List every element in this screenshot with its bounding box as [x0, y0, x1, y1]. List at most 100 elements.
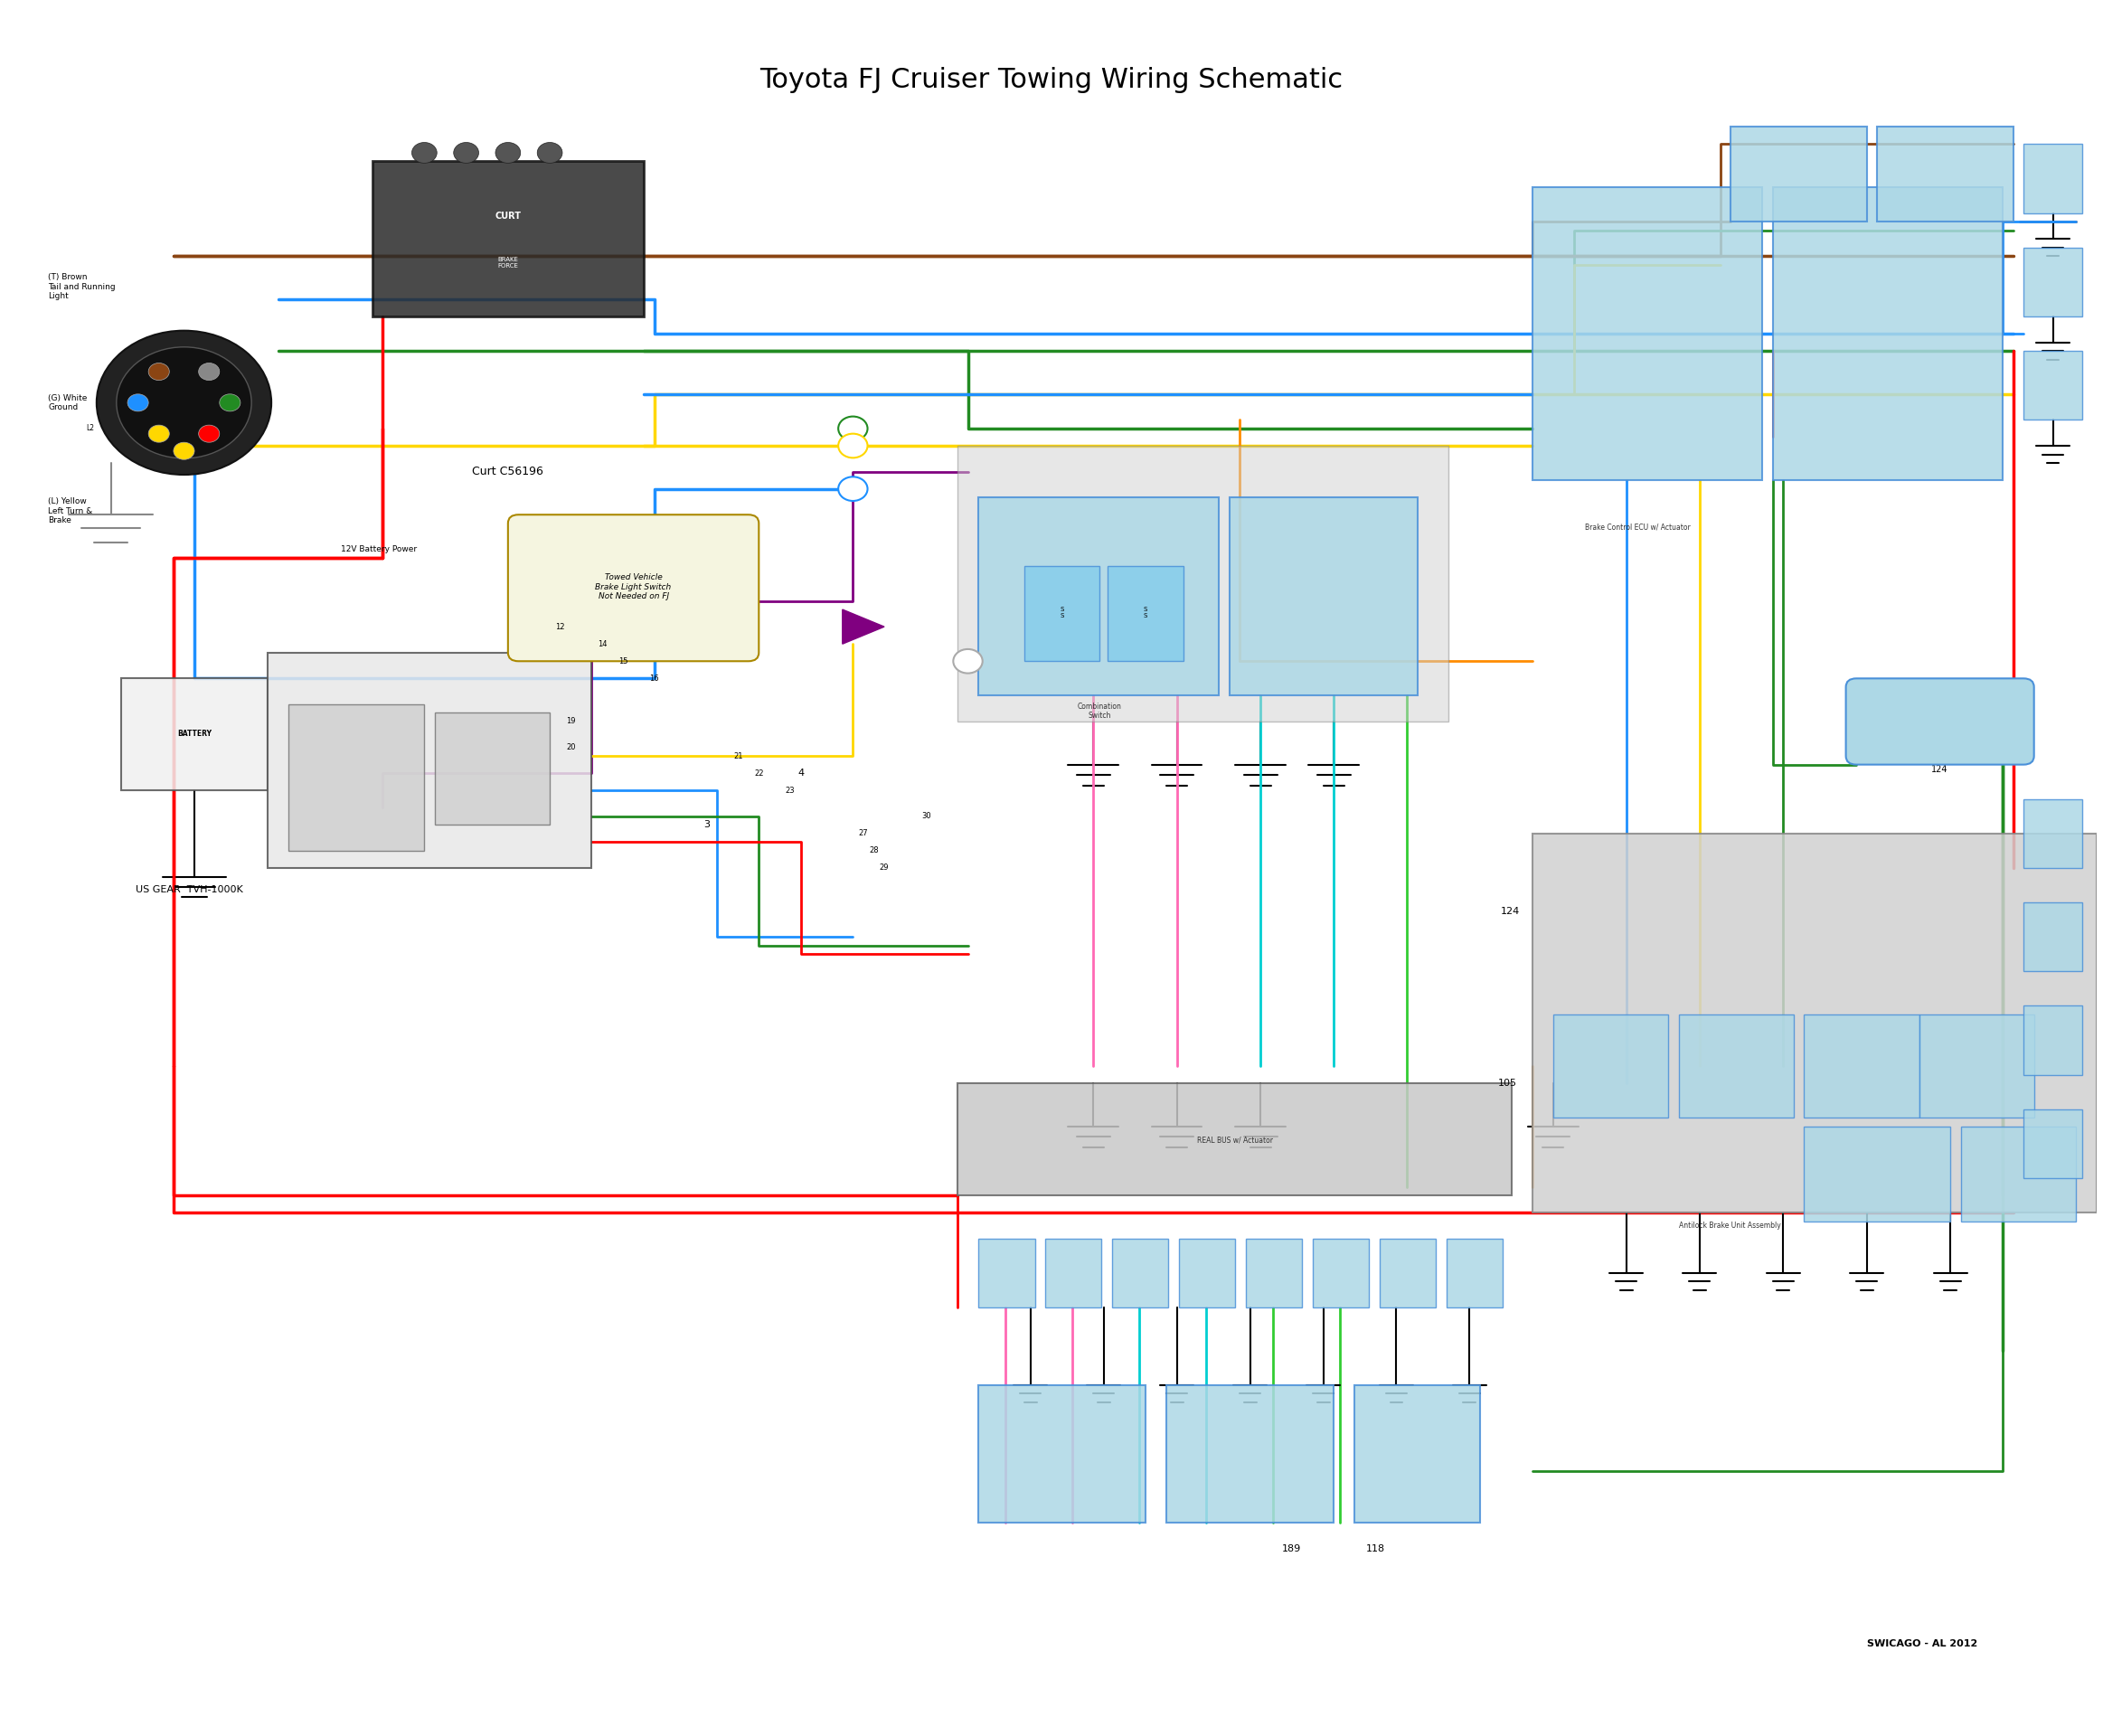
Text: 14: 14 — [597, 641, 608, 648]
Text: (L) Yellow
Left Turn &
Brake: (L) Yellow Left Turn & Brake — [48, 498, 93, 524]
Text: S
S: S S — [1060, 608, 1064, 618]
Circle shape — [149, 363, 170, 380]
Text: 12V Battery Power: 12V Battery Power — [341, 545, 416, 554]
FancyBboxPatch shape — [2023, 1109, 2082, 1179]
FancyBboxPatch shape — [2023, 351, 2082, 420]
Text: 23: 23 — [784, 786, 795, 795]
FancyBboxPatch shape — [1920, 1014, 2034, 1118]
Text: 3: 3 — [702, 821, 709, 830]
FancyBboxPatch shape — [1678, 1014, 1794, 1118]
FancyBboxPatch shape — [509, 514, 759, 661]
Text: 29: 29 — [879, 865, 890, 871]
FancyBboxPatch shape — [435, 713, 549, 825]
FancyBboxPatch shape — [1167, 1385, 1333, 1522]
Text: 189: 189 — [1283, 1545, 1302, 1554]
Text: Curt C56196: Curt C56196 — [473, 465, 545, 477]
Circle shape — [198, 363, 219, 380]
Circle shape — [496, 142, 522, 163]
Text: 16: 16 — [650, 674, 658, 682]
Text: 4: 4 — [797, 769, 803, 778]
Circle shape — [454, 142, 479, 163]
FancyBboxPatch shape — [1554, 1014, 1668, 1118]
Text: US GEAR  TVH-1000K: US GEAR TVH-1000K — [137, 885, 244, 894]
Circle shape — [839, 477, 869, 502]
FancyBboxPatch shape — [1533, 187, 1762, 481]
Text: SWICAGO - AL 2012: SWICAGO - AL 2012 — [1867, 1639, 1977, 1647]
FancyBboxPatch shape — [1108, 566, 1184, 661]
Text: 105: 105 — [1497, 1078, 1516, 1088]
FancyBboxPatch shape — [2023, 903, 2082, 972]
FancyBboxPatch shape — [288, 705, 425, 851]
Text: BRAKE
FORCE: BRAKE FORCE — [498, 257, 517, 267]
Text: Towed Vehicle
Brake Light Switch
Not Needed on FJ: Towed Vehicle Brake Light Switch Not Nee… — [595, 573, 671, 601]
FancyBboxPatch shape — [1773, 187, 2002, 481]
Text: 12: 12 — [555, 623, 566, 630]
Text: 20: 20 — [566, 743, 576, 752]
Text: REAL BUS w/ Actuator: REAL BUS w/ Actuator — [1197, 1137, 1274, 1144]
FancyBboxPatch shape — [1312, 1238, 1369, 1307]
FancyBboxPatch shape — [2023, 799, 2082, 868]
Circle shape — [839, 417, 869, 441]
FancyBboxPatch shape — [1112, 1238, 1169, 1307]
Text: Antilock Brake Unit Assembly: Antilock Brake Unit Assembly — [1678, 1222, 1781, 1229]
FancyBboxPatch shape — [957, 446, 1449, 722]
Text: (R) Green
Right Turn
& Brake: (R) Green Right Turn & Brake — [164, 429, 204, 455]
Text: 27: 27 — [858, 830, 869, 837]
Circle shape — [953, 649, 982, 674]
FancyBboxPatch shape — [372, 161, 644, 316]
Circle shape — [175, 443, 193, 460]
Text: Add A Fuse: Add A Fuse — [1916, 712, 1964, 720]
Text: 15: 15 — [618, 658, 627, 665]
Text: 19: 19 — [566, 717, 576, 726]
FancyBboxPatch shape — [1380, 1238, 1436, 1307]
Text: 22: 22 — [755, 769, 763, 778]
Circle shape — [412, 142, 437, 163]
Text: 30: 30 — [921, 812, 932, 821]
FancyBboxPatch shape — [978, 1385, 1146, 1522]
FancyBboxPatch shape — [1354, 1385, 1481, 1522]
Circle shape — [219, 394, 240, 411]
FancyBboxPatch shape — [1045, 1238, 1102, 1307]
FancyBboxPatch shape — [1245, 1238, 1302, 1307]
FancyBboxPatch shape — [1228, 498, 1417, 696]
FancyBboxPatch shape — [1024, 566, 1100, 661]
Circle shape — [116, 347, 252, 458]
Circle shape — [149, 425, 170, 443]
FancyBboxPatch shape — [1804, 1014, 1920, 1118]
FancyBboxPatch shape — [978, 498, 1220, 696]
Circle shape — [536, 142, 562, 163]
FancyBboxPatch shape — [957, 1083, 1512, 1196]
Text: 124: 124 — [1502, 906, 1520, 915]
FancyBboxPatch shape — [1804, 1127, 1949, 1222]
Text: (S) Blue
Brake
Controller
Output: (S) Blue Brake Controller Output — [164, 333, 204, 370]
FancyBboxPatch shape — [2023, 144, 2082, 214]
Text: 124: 124 — [1931, 764, 1947, 774]
Text: 21: 21 — [734, 752, 742, 760]
FancyBboxPatch shape — [1533, 833, 2097, 1213]
FancyBboxPatch shape — [1960, 1127, 2076, 1222]
Text: 118: 118 — [1367, 1545, 1386, 1554]
Text: 28: 28 — [869, 847, 879, 854]
FancyBboxPatch shape — [1878, 127, 2013, 222]
FancyBboxPatch shape — [267, 653, 591, 868]
Text: BATTERY: BATTERY — [177, 729, 212, 738]
Text: Brake Control ECU w/ Actuator: Brake Control ECU w/ Actuator — [1584, 523, 1691, 531]
FancyBboxPatch shape — [978, 1238, 1035, 1307]
FancyBboxPatch shape — [1447, 1238, 1504, 1307]
Text: CURT: CURT — [494, 212, 522, 220]
Text: Combination
Switch: Combination Switch — [1077, 703, 1121, 720]
Text: (T) Brown
Tail and Running
Light: (T) Brown Tail and Running Light — [48, 273, 116, 300]
Circle shape — [97, 330, 271, 474]
Text: (G) White
Ground: (G) White Ground — [48, 394, 88, 411]
Text: S
S: S S — [1144, 608, 1148, 618]
FancyBboxPatch shape — [1180, 1238, 1234, 1307]
Circle shape — [198, 425, 219, 443]
FancyBboxPatch shape — [2023, 1005, 2082, 1075]
Text: Toyota FJ Cruiser Towing Wiring Schematic: Toyota FJ Cruiser Towing Wiring Schemati… — [759, 66, 1344, 92]
FancyBboxPatch shape — [1846, 679, 2034, 764]
FancyBboxPatch shape — [2023, 248, 2082, 316]
Circle shape — [839, 434, 869, 458]
Text: L2: L2 — [86, 425, 95, 432]
FancyBboxPatch shape — [122, 679, 267, 790]
Circle shape — [128, 394, 149, 411]
